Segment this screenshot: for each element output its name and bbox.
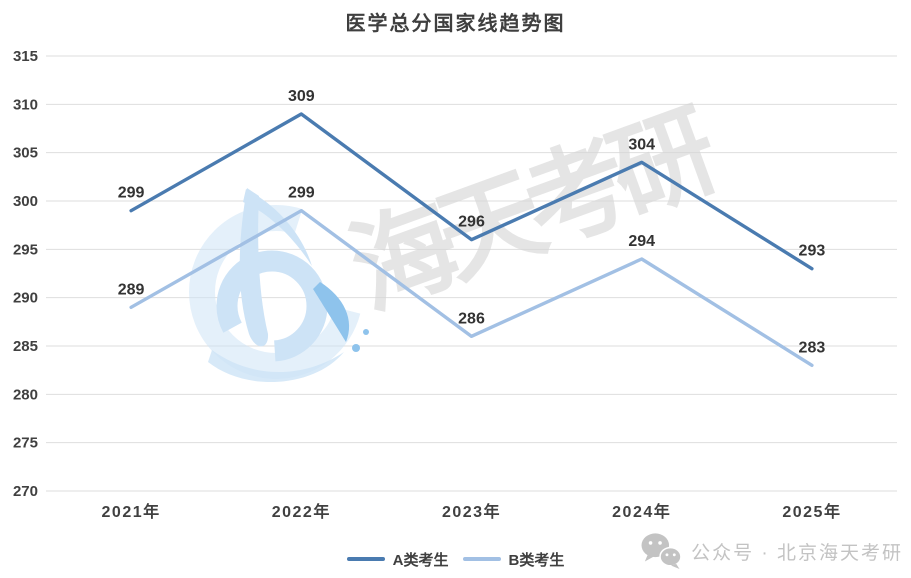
logo-dot [363,329,369,335]
y-tick-label: 285 [13,338,38,355]
y-tick-label: 315 [13,48,38,65]
y-tick-label: 280 [13,386,38,403]
legend-label-a: A类考生 [392,551,449,569]
haitian-logo-icon [189,188,369,383]
data-label: 283 [799,339,826,356]
legend: A类考生 B类考生 [0,548,911,570]
y-tick-label: 295 [13,241,38,258]
axis-layer: 315 310 305 300 295 290 285 280 275 270 2021年 2022年… [13,48,841,521]
data-label: 289 [118,281,145,298]
y-tick-label: 270 [13,483,38,500]
y-tick-label: 300 [13,193,38,210]
x-tick-label: 2022年 [272,502,331,521]
logo-brush-fleck [313,282,350,342]
wechat-icon [641,533,682,570]
x-tick-label: 2025年 [782,502,841,521]
x-tick-label: 2024年 [612,502,671,521]
series-layer [129,112,814,368]
data-label: 304 [628,136,655,153]
logo-stem-stroke [239,188,269,347]
data-label: 296 [458,214,485,231]
legend-label-b: B类考生 [508,551,565,569]
data-label: 286 [458,310,485,327]
data-label-layer: 299 309 296 304 293 289 299 286 294 283 [118,88,826,356]
data-label: 293 [799,243,826,260]
data-label: 309 [288,88,315,105]
y-tick-label: 310 [13,96,38,113]
logo-dot [352,344,360,352]
x-tick-label: 2023年 [442,502,501,521]
x-tick-label: 2021年 [102,502,161,521]
y-tick-label: 305 [13,145,38,162]
series-line-1 [129,208,814,368]
logo-top-hook [243,189,312,266]
y-tick-label: 290 [13,290,38,307]
legend-item-a: A类考生 [346,549,449,570]
footer-watermark: 公众号 · 北京海天考研 [638,532,903,570]
grid-layer [46,55,897,492]
footer-text: 公众号 · 北京海天考研 [691,542,903,564]
data-label: 299 [288,185,315,202]
legend-swatch-b [462,557,501,561]
data-label: 294 [628,233,655,250]
legend-item-b: B类考生 [462,549,565,570]
logo-tail-sweep [208,350,344,383]
chart-title: 医学总分国家线趋势图 [345,13,566,35]
series-line-0 [129,112,814,271]
legend-swatch-a [346,557,385,561]
logo-bowl-ring [216,250,328,362]
y-tick-label: 275 [13,435,38,452]
data-label: 299 [118,185,145,202]
